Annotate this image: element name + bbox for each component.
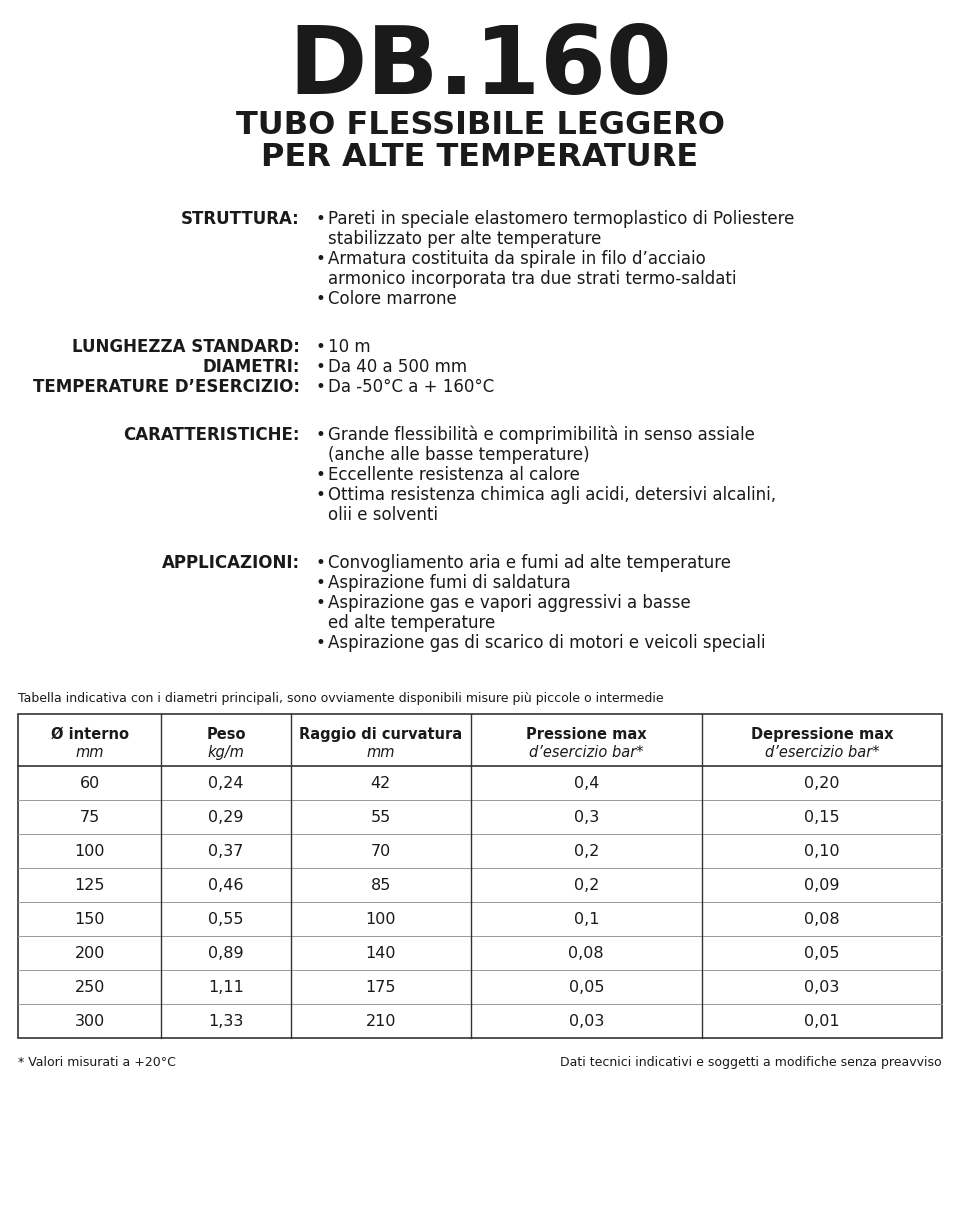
Text: 175: 175 — [366, 980, 396, 995]
Text: Eccellente resistenza al calore: Eccellente resistenza al calore — [328, 467, 580, 484]
Text: 85: 85 — [371, 878, 391, 892]
Text: Peso: Peso — [206, 728, 246, 742]
Text: Da -50°C a + 160°C: Da -50°C a + 160°C — [328, 378, 494, 396]
Text: 100: 100 — [74, 843, 105, 858]
Text: 0,05: 0,05 — [568, 980, 604, 995]
Bar — [18, 714, 942, 1038]
Text: ed alte temperature: ed alte temperature — [328, 614, 495, 632]
Text: DIAMETRI:: DIAMETRI: — [203, 358, 300, 375]
Text: 0,05: 0,05 — [804, 945, 840, 960]
Text: APPLICAZIONI:: APPLICAZIONI: — [162, 554, 300, 572]
Text: •: • — [315, 358, 324, 375]
Text: mm: mm — [75, 745, 104, 760]
Text: Convogliamento aria e fumi ad alte temperature: Convogliamento aria e fumi ad alte tempe… — [328, 554, 731, 572]
Text: CARATTERISTICHE:: CARATTERISTICHE: — [124, 426, 300, 444]
Text: DB.160: DB.160 — [288, 22, 672, 114]
Text: PER ALTE TEMPERATURE: PER ALTE TEMPERATURE — [261, 143, 699, 174]
Text: 0,3: 0,3 — [574, 810, 599, 825]
Text: TEMPERATURE D’ESERCIZIO:: TEMPERATURE D’ESERCIZIO: — [33, 378, 300, 396]
Text: •: • — [315, 211, 324, 228]
Text: Colore marrone: Colore marrone — [328, 291, 457, 308]
Text: •: • — [315, 554, 324, 572]
Text: 55: 55 — [371, 810, 391, 825]
Text: Aspirazione fumi di saldatura: Aspirazione fumi di saldatura — [328, 574, 571, 592]
Text: 60: 60 — [80, 776, 100, 790]
Text: 0,1: 0,1 — [573, 911, 599, 927]
Text: 0,09: 0,09 — [804, 878, 840, 892]
Text: •: • — [315, 467, 324, 484]
Text: 0,4: 0,4 — [573, 776, 599, 790]
Text: Ottima resistenza chimica agli acidi, detersivi alcalini,: Ottima resistenza chimica agli acidi, de… — [328, 486, 776, 503]
Text: 10 m: 10 m — [328, 339, 371, 356]
Text: •: • — [315, 634, 324, 652]
Text: 100: 100 — [366, 911, 396, 927]
Text: 140: 140 — [366, 945, 396, 960]
Text: •: • — [315, 339, 324, 356]
Text: Pareti in speciale elastomero termoplastico di Poliestere: Pareti in speciale elastomero termoplast… — [328, 211, 794, 228]
Text: •: • — [315, 378, 324, 396]
Text: Ø interno: Ø interno — [51, 728, 129, 742]
Text: LUNGHEZZA STANDARD:: LUNGHEZZA STANDARD: — [72, 339, 300, 356]
Text: •: • — [315, 426, 324, 444]
Text: 0,2: 0,2 — [573, 843, 599, 858]
Text: 125: 125 — [74, 878, 105, 892]
Text: •: • — [315, 291, 324, 308]
Text: d’esercizio bar*: d’esercizio bar* — [529, 745, 643, 760]
Text: Raggio di curvatura: Raggio di curvatura — [300, 728, 462, 742]
Text: Da 40 a 500 mm: Da 40 a 500 mm — [328, 358, 468, 375]
Text: 0,15: 0,15 — [804, 810, 840, 825]
Text: mm: mm — [367, 745, 395, 760]
Text: 0,89: 0,89 — [208, 945, 244, 960]
Text: 0,37: 0,37 — [208, 843, 244, 858]
Text: 0,03: 0,03 — [804, 980, 840, 995]
Text: •: • — [315, 250, 324, 268]
Text: 200: 200 — [75, 945, 105, 960]
Text: 0,24: 0,24 — [208, 776, 244, 790]
Text: 0,03: 0,03 — [568, 1013, 604, 1028]
Text: 300: 300 — [75, 1013, 105, 1028]
Text: * Valori misurati a +20°C: * Valori misurati a +20°C — [18, 1056, 176, 1069]
Text: armonico incorporata tra due strati termo-saldati: armonico incorporata tra due strati term… — [328, 270, 736, 288]
Text: 0,20: 0,20 — [804, 776, 840, 790]
Text: Aspirazione gas e vapori aggressivi a basse: Aspirazione gas e vapori aggressivi a ba… — [328, 595, 691, 612]
Text: 0,46: 0,46 — [208, 878, 244, 892]
Text: Aspirazione gas di scarico di motori e veicoli speciali: Aspirazione gas di scarico di motori e v… — [328, 634, 765, 652]
Text: Armatura costituita da spirale in filo d’acciaio: Armatura costituita da spirale in filo d… — [328, 250, 706, 268]
Text: STRUTTURA:: STRUTTURA: — [181, 211, 300, 228]
Text: 0,55: 0,55 — [208, 911, 244, 927]
Text: kg/m: kg/m — [207, 745, 245, 760]
Text: 0,29: 0,29 — [208, 810, 244, 825]
Text: Depressione max: Depressione max — [751, 728, 893, 742]
Text: •: • — [315, 574, 324, 592]
Text: 70: 70 — [371, 843, 391, 858]
Text: (anche alle basse temperature): (anche alle basse temperature) — [328, 446, 589, 464]
Text: •: • — [315, 486, 324, 503]
Text: TUBO FLESSIBILE LEGGERO: TUBO FLESSIBILE LEGGERO — [235, 110, 725, 140]
Text: d’esercizio bar*: d’esercizio bar* — [764, 745, 879, 760]
Text: 1,11: 1,11 — [208, 980, 244, 995]
Text: 250: 250 — [75, 980, 105, 995]
Text: 0,01: 0,01 — [804, 1013, 840, 1028]
Text: •: • — [315, 595, 324, 612]
Text: olii e solventi: olii e solventi — [328, 506, 438, 524]
Text: Dati tecnici indicativi e soggetti a modifiche senza preavviso: Dati tecnici indicativi e soggetti a mod… — [561, 1056, 942, 1069]
Text: 210: 210 — [366, 1013, 396, 1028]
Text: Tabella indicativa con i diametri principali, sono ovviamente disponibili misure: Tabella indicativa con i diametri princi… — [18, 692, 663, 705]
Text: 150: 150 — [74, 911, 105, 927]
Text: 1,33: 1,33 — [208, 1013, 244, 1028]
Text: stabilizzato per alte temperature: stabilizzato per alte temperature — [328, 230, 601, 247]
Text: 0,08: 0,08 — [568, 945, 604, 960]
Text: 0,10: 0,10 — [804, 843, 840, 858]
Text: 0,08: 0,08 — [804, 911, 840, 927]
Text: Pressione max: Pressione max — [526, 728, 647, 742]
Text: 75: 75 — [80, 810, 100, 825]
Text: 0,2: 0,2 — [573, 878, 599, 892]
Text: Grande flessibilità e comprimibilità in senso assiale: Grande flessibilità e comprimibilità in … — [328, 426, 755, 444]
Text: 42: 42 — [371, 776, 391, 790]
